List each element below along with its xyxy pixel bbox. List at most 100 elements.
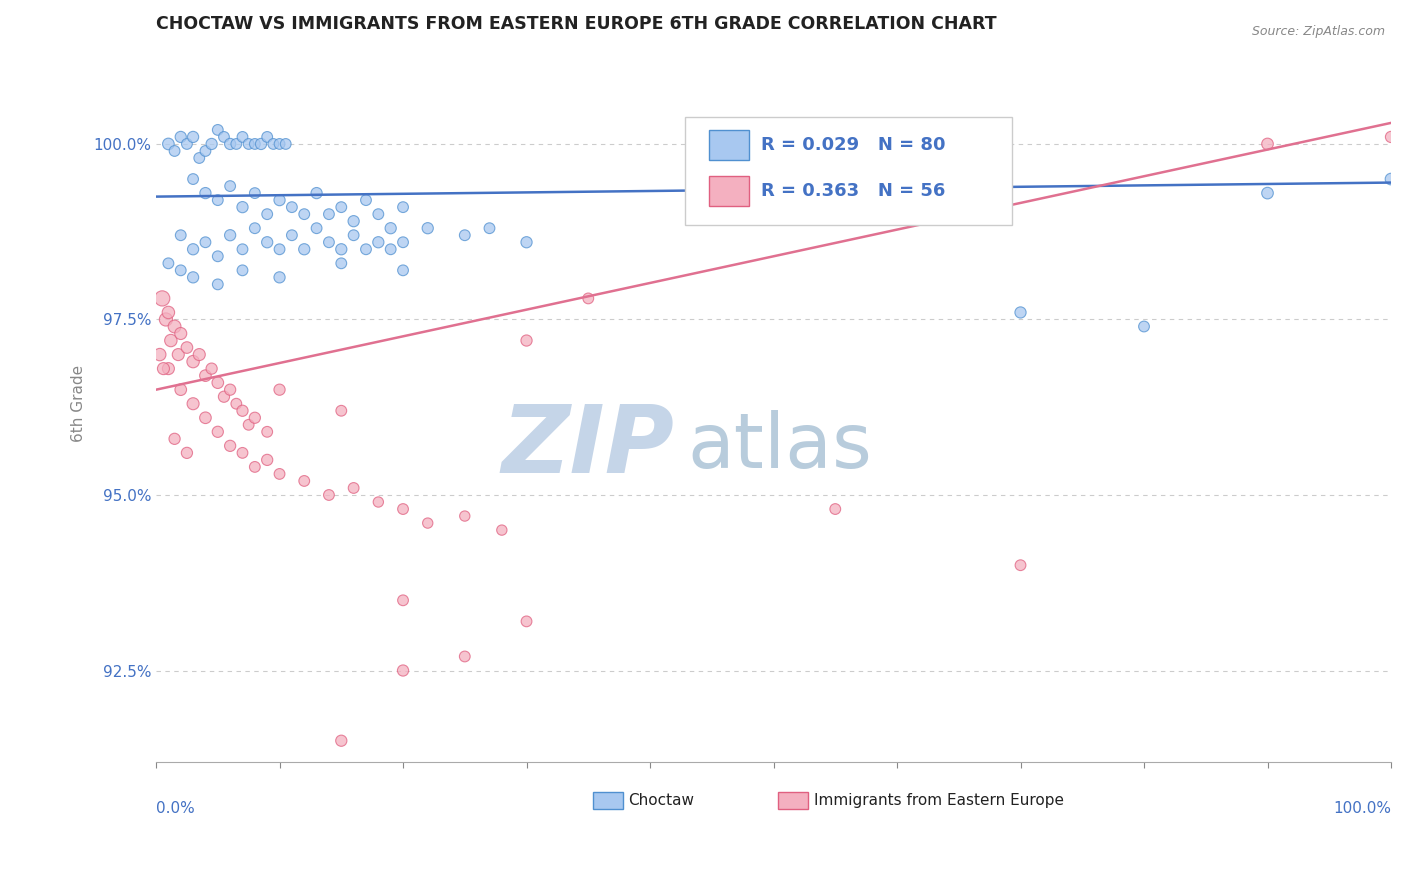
Point (181, 242, 204, 256)
Point (330, 200, 353, 214)
Point (181, 172, 204, 186)
Point (343, 214, 366, 228)
Point (281, 228, 304, 243)
Point (367, 235, 389, 250)
Y-axis label: 6th Grade: 6th Grade (72, 365, 86, 442)
Point (256, 207, 278, 221)
FancyBboxPatch shape (593, 792, 623, 809)
Point (149, 348, 172, 362)
Point (269, 467, 291, 481)
Point (160, 334, 183, 348)
Point (1379, 130, 1402, 145)
Point (176, 341, 198, 355)
Point (392, 502, 415, 516)
FancyBboxPatch shape (709, 130, 749, 161)
Point (163, 144, 186, 158)
Point (330, 403, 353, 417)
Point (1256, 136, 1278, 151)
Point (194, 186, 217, 200)
Point (305, 186, 328, 200)
Point (163, 432, 186, 446)
Point (163, 319, 186, 334)
Point (318, 488, 340, 502)
FancyBboxPatch shape (709, 176, 749, 206)
Point (150, 292, 173, 306)
Point (380, 221, 402, 235)
Point (416, 221, 439, 235)
Point (416, 516, 439, 530)
Point (269, 242, 291, 256)
Point (231, 263, 253, 277)
Text: Choctaw: Choctaw (628, 793, 693, 808)
Point (207, 249, 229, 263)
Point (207, 193, 229, 207)
Point (231, 200, 253, 214)
Point (1379, 172, 1402, 186)
Point (1256, 186, 1278, 200)
Text: atlas: atlas (688, 409, 872, 483)
Point (219, 383, 242, 397)
Point (238, 136, 260, 151)
Point (231, 130, 253, 145)
Point (256, 130, 278, 145)
Point (243, 136, 266, 151)
Point (181, 354, 204, 368)
Point (201, 136, 224, 151)
Point (207, 376, 229, 390)
Point (392, 263, 415, 277)
Point (330, 242, 353, 256)
Point (170, 228, 193, 243)
Point (157, 361, 180, 376)
Text: Source: ZipAtlas.com: Source: ZipAtlas.com (1251, 25, 1385, 38)
Point (194, 235, 217, 250)
Point (194, 368, 217, 383)
Point (225, 397, 247, 411)
Point (305, 221, 328, 235)
Point (367, 495, 389, 509)
Point (392, 664, 415, 678)
Point (478, 221, 501, 235)
Point (176, 136, 198, 151)
Point (170, 263, 193, 277)
Point (262, 136, 284, 151)
Point (256, 235, 278, 250)
Text: 100.0%: 100.0% (1333, 801, 1391, 816)
Point (238, 417, 260, 432)
Point (515, 334, 537, 348)
Point (157, 136, 180, 151)
Point (188, 151, 211, 165)
Point (231, 242, 253, 256)
Point (243, 186, 266, 200)
Point (231, 446, 253, 460)
Point (219, 228, 242, 243)
Point (167, 348, 190, 362)
Point (181, 397, 204, 411)
Text: R = 0.029   N = 80: R = 0.029 N = 80 (761, 136, 946, 154)
FancyBboxPatch shape (779, 792, 808, 809)
Point (170, 326, 193, 341)
Point (207, 277, 229, 292)
Point (454, 509, 477, 524)
Point (231, 403, 253, 417)
Point (354, 242, 377, 256)
Point (380, 242, 402, 256)
Point (256, 425, 278, 439)
Point (824, 502, 846, 516)
Point (515, 615, 537, 629)
Point (269, 136, 291, 151)
Point (219, 136, 242, 151)
Point (181, 270, 204, 285)
Point (243, 459, 266, 474)
Point (454, 228, 477, 243)
Point (157, 256, 180, 270)
Point (194, 144, 217, 158)
Point (212, 390, 235, 404)
Point (269, 193, 291, 207)
Point (1010, 305, 1032, 319)
Point (292, 242, 315, 256)
Point (207, 425, 229, 439)
Text: ZIP: ZIP (502, 401, 675, 492)
Point (515, 235, 537, 250)
Point (292, 207, 315, 221)
Text: Immigrants from Eastern Europe: Immigrants from Eastern Europe (814, 793, 1064, 808)
